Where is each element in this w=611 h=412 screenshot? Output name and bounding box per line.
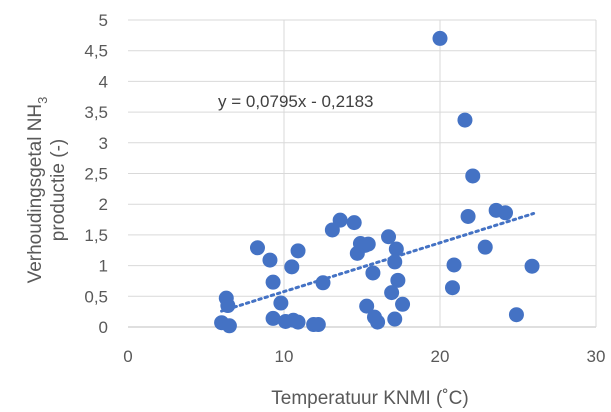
- data-point: [384, 285, 400, 301]
- y-axis-title-line2: productie (-): [48, 139, 69, 241]
- y-axis-title-subscript: 3: [35, 97, 50, 104]
- data-point: [446, 257, 462, 273]
- data-point: [265, 310, 281, 326]
- data-point: [460, 208, 476, 224]
- y-tick-label: 1,5: [84, 226, 108, 245]
- data-point: [360, 236, 376, 252]
- data-point: [387, 254, 403, 270]
- data-point: [524, 258, 540, 274]
- data-point: [388, 241, 404, 257]
- data-point: [370, 314, 386, 330]
- data-point: [273, 295, 289, 311]
- data-point: [457, 112, 473, 128]
- data-point: [220, 298, 236, 314]
- data-point: [390, 272, 406, 288]
- data-point: [359, 298, 375, 314]
- y-tick-label: 0,5: [84, 287, 108, 306]
- data-point: [477, 239, 493, 255]
- data-point: [265, 274, 281, 290]
- y-tick-label: 2: [99, 195, 108, 214]
- y-tick-label: 1: [99, 257, 108, 276]
- data-point: [284, 259, 300, 275]
- data-point: [498, 205, 514, 221]
- x-tick-label: 0: [123, 347, 132, 366]
- x-tick-label: 10: [275, 347, 294, 366]
- y-tick-label: 3: [99, 134, 108, 153]
- y-axis-ticks: 0 0,5 1 1,5 2 2,5 3 3,5 4 4,5 5: [84, 11, 108, 337]
- data-point: [262, 252, 278, 268]
- x-tick-label: 20: [431, 347, 450, 366]
- data-point: [310, 317, 326, 333]
- y-tick-label: 4,5: [84, 42, 108, 61]
- x-axis-ticks: 0 10 20 30: [123, 347, 605, 366]
- trendline: [220, 211, 536, 313]
- data-point: [381, 229, 397, 245]
- data-point: [290, 243, 306, 259]
- x-axis-title: Temperatuur KNMI (˚C): [271, 388, 468, 409]
- y-tick-label: 4: [99, 72, 108, 91]
- data-point: [444, 280, 460, 296]
- data-point: [332, 212, 348, 228]
- data-point: [365, 265, 381, 281]
- data-point: [346, 215, 362, 231]
- y-axis-title-line1: Verhoudingsgetal NH3: [25, 97, 50, 284]
- data-point: [221, 318, 237, 334]
- y-axis-title-text: Verhoudingsgetal NH: [25, 104, 46, 284]
- data-points: [214, 30, 540, 334]
- data-point: [508, 307, 524, 323]
- y-tick-label: 5: [99, 11, 108, 30]
- y-tick-label: 2,5: [84, 165, 108, 184]
- data-point: [315, 275, 331, 291]
- trendline-equation: y = 0,0795x - 0,2183: [218, 92, 373, 111]
- data-point: [290, 314, 306, 330]
- gridlines: [128, 19, 597, 328]
- y-tick-label: 0: [99, 318, 108, 337]
- y-tick-label: 3,5: [84, 103, 108, 122]
- data-point: [387, 311, 403, 327]
- data-point: [432, 30, 448, 46]
- data-point: [395, 296, 411, 312]
- data-point: [249, 240, 265, 256]
- data-point: [465, 168, 481, 184]
- x-tick-label: 30: [587, 347, 606, 366]
